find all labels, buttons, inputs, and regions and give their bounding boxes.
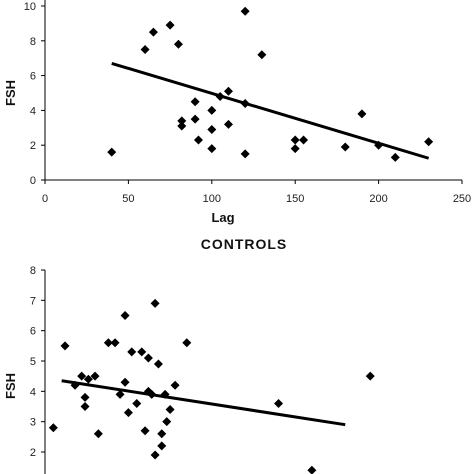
data-point: [93, 429, 103, 439]
data-point: [207, 144, 217, 154]
data-point: [207, 105, 217, 115]
lag-chart-y-ticks: 0 2 4 6 8 10: [24, 1, 45, 187]
y-tick-label: 8: [30, 36, 36, 48]
data-point: [177, 116, 187, 126]
y-tick-label: 5: [30, 356, 36, 368]
data-point: [165, 405, 175, 415]
data-point: [193, 135, 203, 145]
data-point: [157, 429, 167, 439]
data-point: [274, 398, 284, 408]
data-point: [120, 377, 130, 387]
data-point: [80, 392, 90, 402]
data-point: [190, 114, 200, 124]
lag-chart-y-axis-label: FSH: [3, 80, 18, 106]
lag-chart: 0 50 100 150 200 250 0 2 4 6 8 10 Lag FSH: [3, 0, 471, 225]
data-point: [90, 371, 100, 381]
data-point: [290, 135, 300, 145]
y-tick-label: 6: [30, 326, 36, 338]
y-tick-label: 4: [30, 386, 36, 398]
data-point: [240, 6, 250, 16]
data-point: [115, 389, 125, 399]
data-point: [307, 465, 317, 474]
data-point: [48, 423, 58, 433]
data-point: [107, 147, 117, 157]
data-point: [110, 338, 120, 348]
y-tick-label: 2: [30, 447, 36, 459]
y-tick-label: 6: [30, 71, 36, 83]
data-point: [157, 441, 167, 451]
data-point: [165, 20, 175, 30]
x-tick-label: 0: [42, 193, 48, 205]
data-point: [299, 135, 309, 145]
data-point: [223, 119, 233, 129]
data-point: [182, 338, 192, 348]
data-point: [80, 402, 90, 411]
controls-chart-y-axis-label: FSH: [3, 373, 18, 399]
y-tick-label: 0: [30, 175, 36, 187]
y-tick-label: 2: [30, 140, 36, 152]
data-point: [137, 347, 147, 357]
data-point: [148, 27, 158, 37]
data-point: [173, 39, 183, 49]
y-tick-label: 8: [30, 265, 36, 277]
controls-chart: 2 3 4 5 6 7 8 FSH: [3, 265, 375, 474]
data-point: [240, 149, 250, 159]
data-point: [103, 338, 113, 348]
data-point: [140, 45, 150, 54]
data-point: [132, 398, 142, 408]
data-point: [83, 374, 93, 384]
data-point: [143, 353, 153, 363]
lag-chart-x-axis-label: Lag: [211, 210, 234, 225]
data-point: [140, 426, 150, 436]
data-point: [127, 347, 137, 357]
x-tick-label: 200: [369, 193, 387, 205]
data-point: [357, 109, 367, 119]
y-tick-label: 3: [30, 417, 36, 429]
data-point: [153, 359, 163, 369]
x-tick-label: 50: [122, 193, 134, 205]
x-tick-label: 250: [453, 193, 471, 205]
data-point: [390, 152, 400, 162]
data-point: [60, 341, 70, 351]
lag-chart-x-ticks: 0 50 100 150 200 250: [42, 180, 471, 205]
data-point: [190, 97, 200, 107]
data-point: [177, 121, 187, 131]
controls-chart-y-ticks: 2 3 4 5 6 7 8: [30, 265, 45, 459]
data-point: [257, 50, 267, 60]
data-point: [290, 144, 300, 154]
y-tick-label: 10: [24, 1, 36, 13]
controls-chart-trendline: [61, 379, 346, 427]
controls-chart-title: CONTROLS: [201, 236, 288, 252]
y-tick-label: 7: [30, 295, 36, 307]
data-point: [123, 408, 133, 418]
data-point: [150, 450, 160, 460]
data-point: [170, 380, 180, 390]
data-point: [120, 311, 130, 320]
lag-chart-markers: [107, 6, 434, 162]
data-point: [340, 142, 350, 152]
data-point: [162, 417, 172, 427]
data-point: [150, 298, 160, 308]
data-point: [207, 125, 217, 135]
data-point: [223, 86, 233, 96]
data-point: [365, 371, 375, 381]
y-tick-label: 4: [30, 105, 36, 117]
x-tick-label: 100: [203, 193, 221, 205]
data-point: [77, 371, 87, 381]
lag-chart-trendline: [111, 61, 430, 160]
data-point: [424, 137, 434, 147]
x-tick-label: 150: [286, 193, 304, 205]
